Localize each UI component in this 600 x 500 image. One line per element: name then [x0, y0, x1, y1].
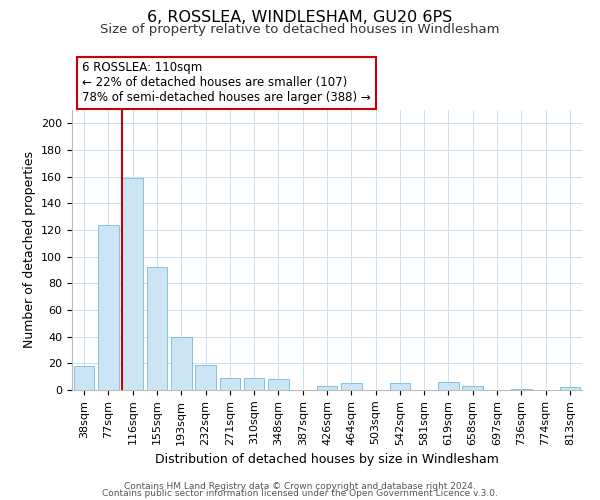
- Text: 6 ROSSLEA: 110sqm
← 22% of detached houses are smaller (107)
78% of semi-detache: 6 ROSSLEA: 110sqm ← 22% of detached hous…: [82, 62, 371, 104]
- Bar: [146, 268, 167, 390]
- X-axis label: Distribution of detached houses by size in Windlesham: Distribution of detached houses by size …: [155, 453, 499, 466]
- Bar: [268, 380, 289, 390]
- Bar: [438, 382, 459, 390]
- Bar: [220, 378, 240, 390]
- Bar: [389, 384, 410, 390]
- Bar: [171, 336, 191, 390]
- Text: Size of property relative to detached houses in Windlesham: Size of property relative to detached ho…: [100, 22, 500, 36]
- Bar: [341, 384, 362, 390]
- Bar: [195, 364, 216, 390]
- Text: Contains public sector information licensed under the Open Government Licence v.: Contains public sector information licen…: [102, 490, 498, 498]
- Bar: [98, 224, 119, 390]
- Bar: [317, 386, 337, 390]
- Bar: [463, 386, 483, 390]
- Text: 6, ROSSLEA, WINDLESHAM, GU20 6PS: 6, ROSSLEA, WINDLESHAM, GU20 6PS: [148, 10, 452, 25]
- Text: Contains HM Land Registry data © Crown copyright and database right 2024.: Contains HM Land Registry data © Crown c…: [124, 482, 476, 491]
- Bar: [122, 178, 143, 390]
- Bar: [244, 378, 265, 390]
- Y-axis label: Number of detached properties: Number of detached properties: [23, 152, 35, 348]
- Bar: [74, 366, 94, 390]
- Bar: [560, 388, 580, 390]
- Bar: [511, 388, 532, 390]
